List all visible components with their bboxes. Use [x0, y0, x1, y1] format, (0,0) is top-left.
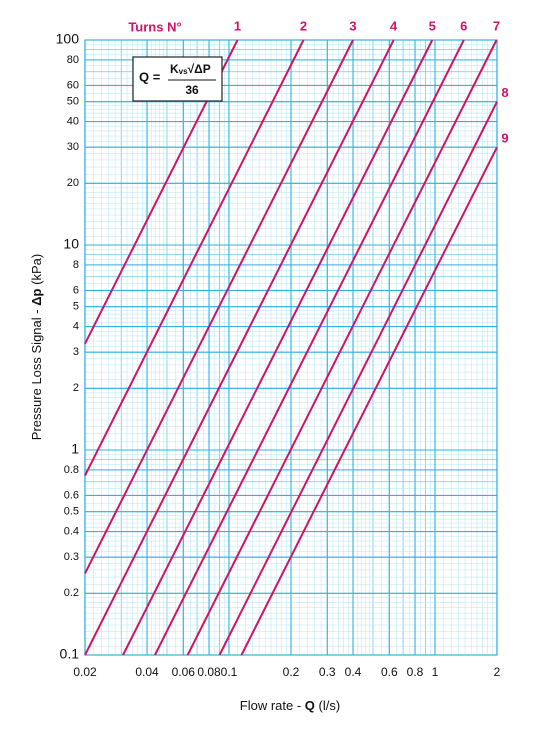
formula-numerator: Kvs√ΔP [170, 62, 211, 76]
x-axis-label: Flow rate - Q (l/s) [240, 698, 340, 713]
y-tick-label: 4 [73, 320, 79, 332]
series-label: 6 [460, 18, 467, 33]
series-line [84, 39, 354, 574]
plot-frame [84, 39, 498, 656]
series-label: 8 [501, 85, 508, 100]
x-tick-label: 0.1 [221, 665, 238, 679]
y-tick-label: 30 [67, 141, 79, 153]
series-label: 7 [493, 18, 500, 33]
y-tick-label: 0.5 [64, 506, 79, 518]
series-line [154, 39, 465, 656]
y-tick-label: 0.2 [64, 587, 79, 599]
x-tick-label: 0.8 [407, 665, 424, 679]
y-tick-label: 6 [73, 284, 79, 296]
series-label: 1 [234, 18, 241, 33]
y-tick-label: 8 [73, 259, 79, 271]
x-tick-label: 0.3 [319, 665, 336, 679]
series-line [122, 39, 434, 656]
series-label: 5 [429, 18, 436, 33]
series-line [186, 39, 498, 656]
series-line [218, 101, 498, 656]
formula-frame [132, 56, 223, 102]
x-tick-label: 0.4 [345, 665, 362, 679]
y-tick-label: 100 [56, 31, 80, 47]
y-tick-label: 20 [67, 177, 79, 189]
y-tick-label: 60 [67, 79, 79, 91]
x-tick-label: 0.08 [197, 665, 221, 679]
x-tick-label: 2 [494, 665, 501, 679]
x-tick-label: 0.2 [283, 665, 300, 679]
lines [84, 39, 498, 656]
formula-denominator: 36 [185, 83, 199, 97]
y-tick-label: 3 [73, 346, 79, 358]
y-tick-label: 2 [73, 382, 79, 394]
x-tick-label: 1 [432, 665, 439, 679]
x-tick-label: 0.06 [172, 665, 196, 679]
y-tick-label: 5 [73, 301, 79, 313]
series-label: 2 [300, 18, 307, 33]
y-axis-label: Pressure Loss Signal - Δp (kPa) [29, 254, 44, 440]
y-tick-label: 0.6 [64, 489, 79, 501]
y-tick-label: 0.3 [64, 551, 79, 563]
formula-box: Q = Kvs√ΔP 36 [132, 56, 223, 102]
y-tick-label: 50 [67, 96, 79, 108]
series-line [84, 39, 305, 477]
y-tick-label: 80 [67, 54, 79, 66]
y-tick-label: 0.4 [64, 525, 79, 537]
y-tick-label: 1 [71, 441, 79, 457]
grid [84, 39, 498, 656]
series-label: 3 [349, 18, 356, 33]
series-label: 4 [390, 18, 398, 33]
y-tick-label: 0.8 [64, 464, 79, 476]
y-tick-label: 0.1 [60, 646, 80, 662]
series-line [84, 39, 395, 656]
legend-title: Turns N° [128, 19, 181, 34]
x-tick-label: 0.02 [73, 665, 97, 679]
formula-lhs: Q = [139, 69, 161, 84]
series-label: 9 [501, 131, 508, 146]
x-tick-label: 0.6 [381, 665, 398, 679]
y-tick-label: 40 [67, 115, 79, 127]
series-line [240, 146, 498, 656]
y-tick-label: 10 [63, 236, 79, 252]
x-tick-label: 0.04 [135, 665, 159, 679]
